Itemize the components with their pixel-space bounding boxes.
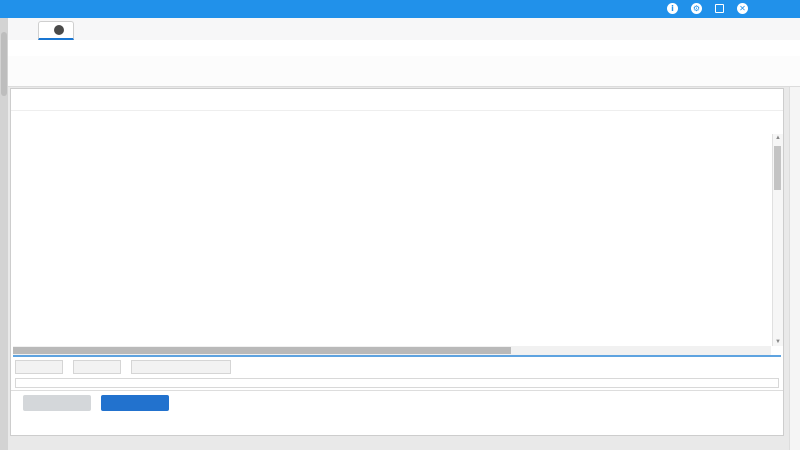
vertical-scrollbar-thumb[interactable] xyxy=(774,146,781,190)
settings-icon[interactable]: ⚙ xyxy=(691,3,702,14)
scroll-down-icon[interactable]: ▼ xyxy=(775,339,781,345)
total-records-input[interactable] xyxy=(73,360,121,374)
titlebar-icons: i ⚙ ✕ xyxy=(667,3,748,14)
action-button-panel xyxy=(15,378,779,388)
actual-cost-input[interactable] xyxy=(131,360,231,374)
grid-accent-line xyxy=(13,355,781,357)
menu-toolbar-area xyxy=(8,40,800,87)
work-order-header-fields xyxy=(11,110,783,133)
vertical-scrollbar[interactable]: ▲ ▼ xyxy=(772,134,783,346)
left-scrollbar[interactable] xyxy=(0,18,8,450)
horizontal-scrollbar-thumb[interactable] xyxy=(13,347,511,354)
ok-button[interactable] xyxy=(23,395,91,411)
footer-bar xyxy=(11,390,783,415)
current-record-input[interactable] xyxy=(15,360,63,374)
scroll-up-icon[interactable]: ▲ xyxy=(775,135,781,141)
horizontal-scrollbar[interactable] xyxy=(13,346,771,355)
menu-bar xyxy=(8,40,800,56)
window-tab-work-orders[interactable] xyxy=(38,21,74,40)
toolbar xyxy=(8,56,800,86)
left-scrollbar-thumb[interactable] xyxy=(1,32,7,96)
info-icon[interactable]: i xyxy=(667,3,678,14)
close-tab-icon[interactable] xyxy=(54,25,64,35)
bom-panel: ▲ ▼ xyxy=(10,88,784,436)
record-navigation xyxy=(11,357,783,377)
bom-grid: ▲ ▼ xyxy=(13,134,783,346)
title-bar: i ⚙ ✕ xyxy=(0,0,800,18)
right-scrollbar[interactable] xyxy=(789,86,800,450)
close-icon[interactable]: ✕ xyxy=(737,3,748,14)
cancel-button[interactable] xyxy=(101,395,169,411)
restore-window-icon[interactable] xyxy=(715,4,724,13)
detail-tabs xyxy=(11,89,783,110)
window-tab-strip xyxy=(8,18,800,41)
